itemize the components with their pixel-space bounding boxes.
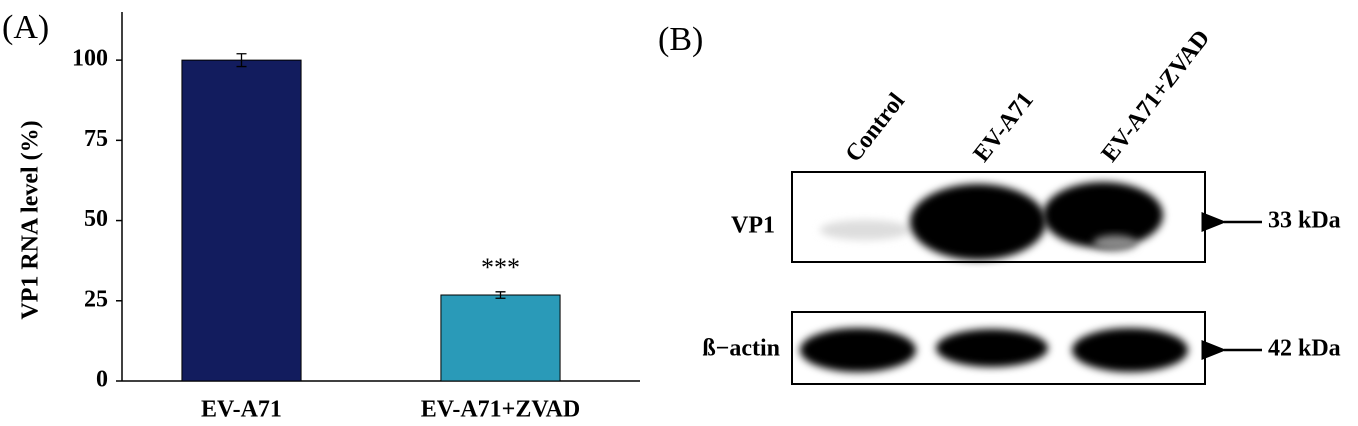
band — [800, 328, 916, 372]
lane-label: EV-A71+ZVAD — [1097, 25, 1216, 167]
size-label: 33 kDa — [1268, 208, 1341, 234]
lane-label: Control — [841, 88, 911, 167]
band — [1072, 328, 1188, 372]
y-tick-label: 75 — [84, 126, 108, 152]
bar — [440, 294, 561, 382]
y-axis-label: VP1 RNA level (%) — [18, 120, 44, 319]
y-tick-label: 0 — [96, 367, 108, 393]
x-tick-label: EV-A71 — [201, 397, 282, 423]
row-label: ß−actin — [702, 336, 780, 362]
annotation: *** — [481, 253, 520, 282]
y-tick-label: 50 — [84, 206, 108, 232]
bar-chart: 0 25 50 75 100 EV-A71 EV-A71+ZVAD *** — [72, 12, 640, 423]
error-bar — [495, 291, 506, 299]
x-tick-label: EV-A71+ZVAD — [421, 397, 580, 423]
band — [820, 220, 910, 240]
blot-vp1 — [791, 171, 1206, 263]
band — [936, 329, 1048, 367]
band — [1043, 182, 1163, 248]
row-label: VP1 — [731, 213, 775, 239]
band — [1093, 235, 1137, 251]
bar — [181, 59, 302, 382]
lane-label: EV-A71 — [969, 87, 1039, 167]
panel-label: (B) — [658, 21, 703, 58]
blot-actin — [791, 311, 1206, 385]
size-label: 42 kDa — [1268, 336, 1341, 362]
y-tick-label: 25 — [84, 286, 108, 312]
error-bar — [236, 53, 247, 68]
y-tick-label: 100 — [72, 46, 108, 72]
band — [910, 184, 1046, 260]
panel-label: (A) — [2, 9, 49, 46]
